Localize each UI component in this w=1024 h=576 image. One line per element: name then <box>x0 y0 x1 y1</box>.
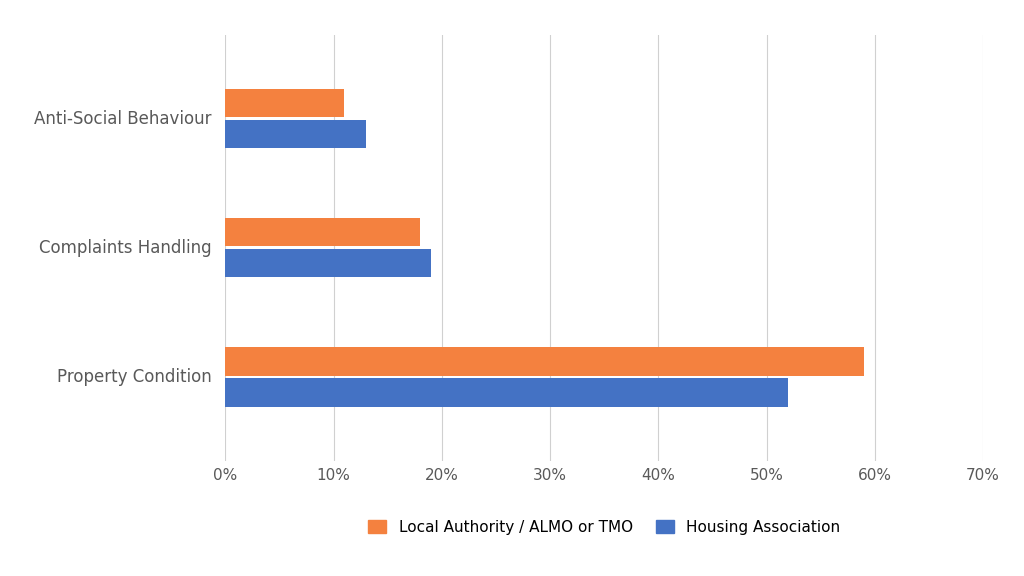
Bar <box>225 378 788 407</box>
Bar <box>225 89 344 118</box>
Bar <box>225 218 420 247</box>
Bar <box>225 120 366 148</box>
Legend: Local Authority / ALMO or TMO, Housing Association: Local Authority / ALMO or TMO, Housing A… <box>368 520 841 535</box>
Bar <box>225 249 431 278</box>
Bar <box>225 347 864 376</box>
